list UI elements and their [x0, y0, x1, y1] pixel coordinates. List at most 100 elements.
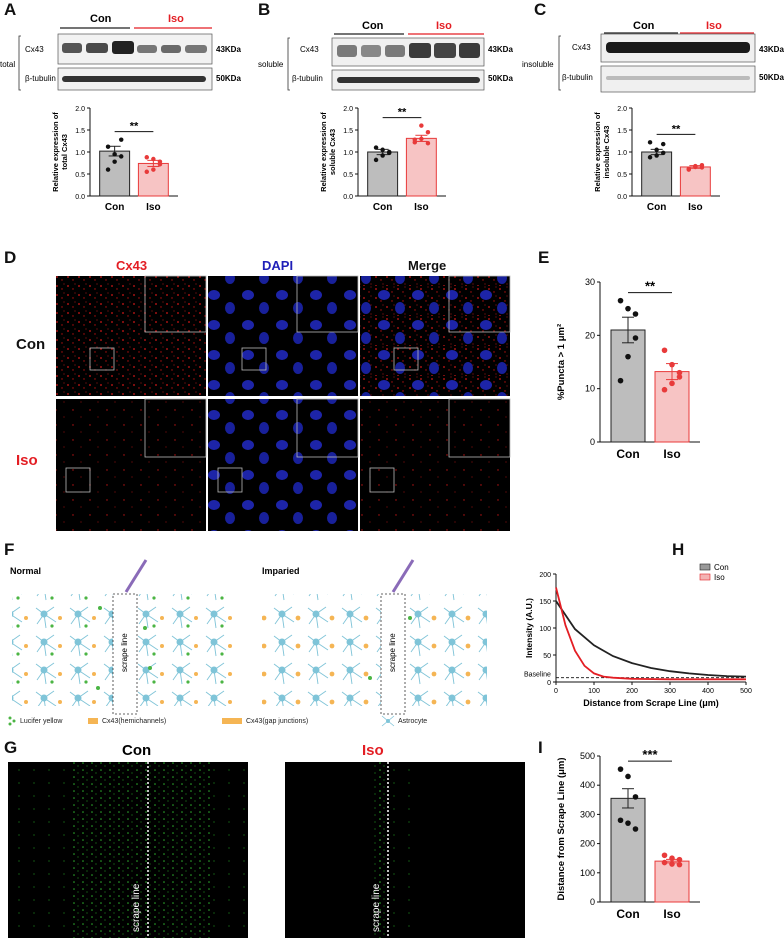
significance-marker: ** — [645, 279, 656, 294]
legend-hemichannels: Cx43(hemichannels) — [102, 718, 166, 725]
blot-c-group1: Con — [633, 20, 655, 32]
y-tick-label: 200 — [539, 572, 551, 579]
y-tick-label: 500 — [580, 751, 595, 761]
schematic-f: Normal Imparied — [0, 548, 500, 728]
blot-b-kda2: 50KDa — [488, 74, 513, 83]
y-axis-label: Relative expression ofinsoluble Cx43 — [593, 112, 611, 192]
bar-con — [641, 151, 673, 197]
bar-iso — [679, 166, 711, 197]
panel-label-i: I — [538, 738, 543, 757]
western-blot-a: Con Iso Cx43 β-tubulin total 43KDa 50KDa — [0, 13, 241, 91]
blot-a-kda2: 50KDa — [216, 74, 241, 83]
data-point — [144, 155, 150, 160]
data-point — [419, 136, 424, 142]
y-tick-label: 0.5 — [343, 172, 353, 179]
chart-b: 0.0 0.5 1.0 1.5 2.0 Con Iso ** Relative expressi… — [319, 106, 446, 213]
blot-c-band2: β-tubulin — [562, 73, 593, 82]
western-blot-b: Con Iso Cx43 β-tubulin soluble 43KDa 50K… — [258, 20, 513, 91]
data-point — [632, 826, 639, 832]
blot-c-group2: Iso — [706, 20, 722, 32]
western-blot-c: Con Iso Cx43 β-tubulin insoluble 43KDa 5… — [522, 20, 784, 93]
data-point — [632, 311, 639, 317]
data-point — [617, 817, 624, 824]
bar-con — [99, 150, 131, 197]
chart-c: 0.0 0.5 1.0 1.5 2.0 Con Iso ** Relative expressi… — [593, 106, 720, 213]
x-tick-label: Con — [616, 907, 639, 921]
data-point — [669, 855, 675, 861]
y-tick-label: 30 — [585, 277, 595, 287]
micro-d: Cx43 DAPI Merge Con Iso — [0, 256, 520, 536]
data-point — [676, 856, 683, 863]
x-tick-label: Iso — [688, 202, 702, 213]
y-tick-label: 50 — [543, 653, 551, 660]
significance-marker: ** — [672, 123, 681, 135]
panel-label-h: H — [672, 540, 685, 559]
data-point — [380, 147, 385, 153]
data-point — [373, 145, 379, 150]
blot-a-band1: Cx43 — [25, 45, 44, 54]
x-tick-label: 300 — [664, 688, 676, 695]
y-tick-label: 0 — [590, 897, 595, 907]
blot-a-group1: Con — [90, 13, 112, 25]
y-tick-label: 150 — [539, 599, 551, 606]
data-point — [660, 141, 666, 147]
y-tick-label: 1.0 — [343, 150, 353, 157]
blot-c-kda2: 50KDa — [759, 73, 784, 82]
schematic-scrape-label-impaired: scrape line — [388, 633, 397, 672]
data-point — [112, 151, 117, 157]
blot-b-group1: Con — [362, 20, 384, 32]
data-point — [625, 353, 631, 360]
blot-a-fraction: total — [0, 60, 15, 69]
data-point — [425, 129, 431, 135]
blot-c-kda1: 43KDa — [759, 45, 784, 54]
y-axis-label: Distance from Scrape Line (μm) — [556, 757, 567, 900]
y-tick-label: 200 — [580, 839, 595, 849]
data-point — [373, 157, 379, 163]
x-tick-label: Con — [373, 202, 392, 213]
y-tick-label: 0.0 — [343, 194, 353, 201]
schematic-impaired-title: Imparied — [262, 566, 300, 576]
y-tick-label: 0 — [547, 680, 551, 687]
y-axis-label: Relative expression oftotal Cx43 — [51, 112, 69, 192]
x-tick-label: 400 — [702, 688, 714, 695]
data-point — [676, 861, 683, 868]
blot-b-group2: Iso — [436, 20, 452, 32]
x-tick-label: Iso — [663, 907, 680, 921]
y-tick-label: 1.0 — [617, 150, 627, 157]
significance-marker: *** — [642, 747, 658, 762]
bar-con — [610, 797, 646, 903]
panel-label-g: G — [4, 738, 18, 757]
micro-d-col1: Cx43 — [116, 258, 148, 273]
legend-lucifer-yellow: Lucifer yellow — [20, 718, 63, 725]
data-point — [118, 154, 124, 159]
bar-iso — [654, 371, 690, 443]
data-point — [669, 361, 675, 368]
data-point — [157, 162, 163, 167]
blot-b-band2: β-tubulin — [292, 74, 323, 83]
x-tick-label: 200 — [626, 688, 638, 695]
bar-con — [367, 151, 399, 197]
data-point — [693, 163, 698, 169]
blot-b-band1: Cx43 — [300, 45, 319, 54]
y-tick-label: 2.0 — [343, 106, 353, 113]
data-point — [112, 159, 117, 164]
series-line-iso — [555, 587, 746, 681]
blot-b-fraction: soluble — [258, 60, 284, 69]
bar-iso — [405, 137, 437, 197]
data-point — [676, 374, 683, 380]
legend-swatch-con — [699, 563, 711, 571]
data-point — [425, 140, 431, 146]
blot-b-kda1: 43KDa — [488, 45, 513, 54]
y-tick-label: 1.5 — [343, 128, 353, 135]
micro-d-row2: Iso — [16, 452, 38, 469]
data-point — [632, 335, 639, 341]
data-point — [419, 123, 424, 128]
y-tick-label: 0.5 — [617, 172, 627, 179]
dye-g-label1: Con — [122, 742, 152, 759]
panel-label-b: B — [258, 0, 271, 19]
data-point — [386, 149, 392, 155]
data-point — [661, 386, 668, 393]
y-tick-label: 100 — [539, 626, 551, 633]
data-point — [625, 773, 631, 780]
